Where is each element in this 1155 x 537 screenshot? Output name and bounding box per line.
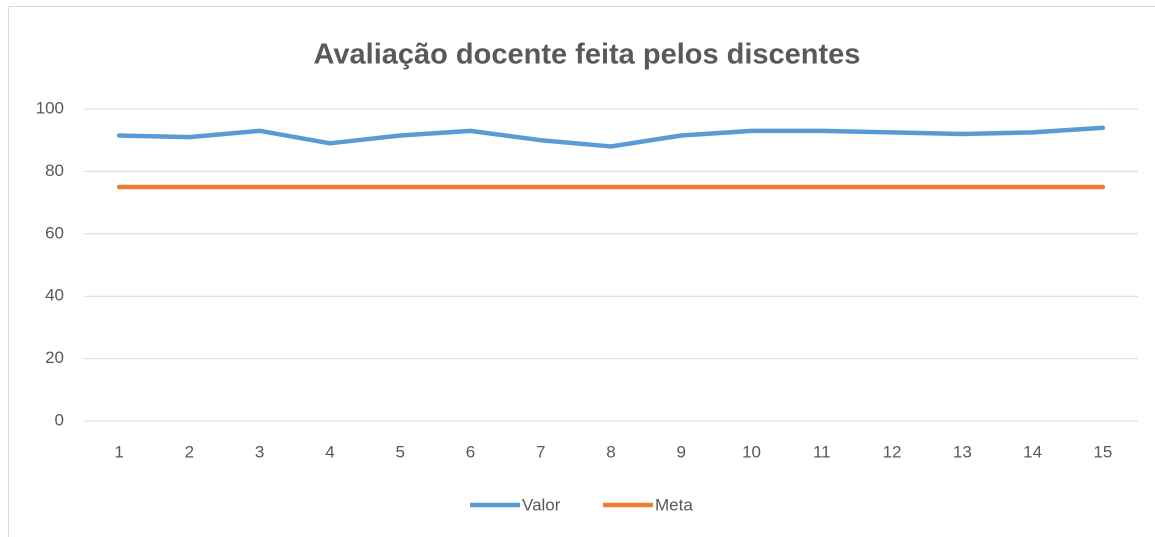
x-tick-label: 15 <box>1093 442 1112 461</box>
y-tick-label: 80 <box>45 161 64 180</box>
x-tick-label: 13 <box>953 442 972 461</box>
x-tick-label: 7 <box>536 442 545 461</box>
legend-label: Valor <box>522 495 561 514</box>
y-tick-label: 100 <box>36 98 64 117</box>
chart-border <box>8 6 1155 537</box>
x-tick-label: 4 <box>325 442 334 461</box>
x-tick-label: 5 <box>395 442 404 461</box>
x-tick-label: 2 <box>185 442 194 461</box>
chart-title: Avaliação docente feita pelos discentes <box>314 39 861 71</box>
x-tick-label: 11 <box>813 442 831 461</box>
x-tick-label: 3 <box>255 442 264 461</box>
y-tick-label: 0 <box>55 410 64 429</box>
x-tick-label: 14 <box>1023 442 1042 461</box>
y-tick-label: 60 <box>45 223 64 242</box>
y-tick-label: 20 <box>45 348 64 367</box>
data-line <box>116 125 1106 149</box>
x-tick-label: 12 <box>883 442 902 461</box>
x-tick-label: 6 <box>466 442 475 461</box>
x-tick-label: 8 <box>606 442 615 461</box>
x-tick-label: 1 <box>114 442 123 461</box>
y-tick-label: 40 <box>45 286 64 305</box>
legend-label: Meta <box>655 495 693 514</box>
x-tick-label: 9 <box>677 442 686 461</box>
x-tick-label: 10 <box>742 442 761 461</box>
